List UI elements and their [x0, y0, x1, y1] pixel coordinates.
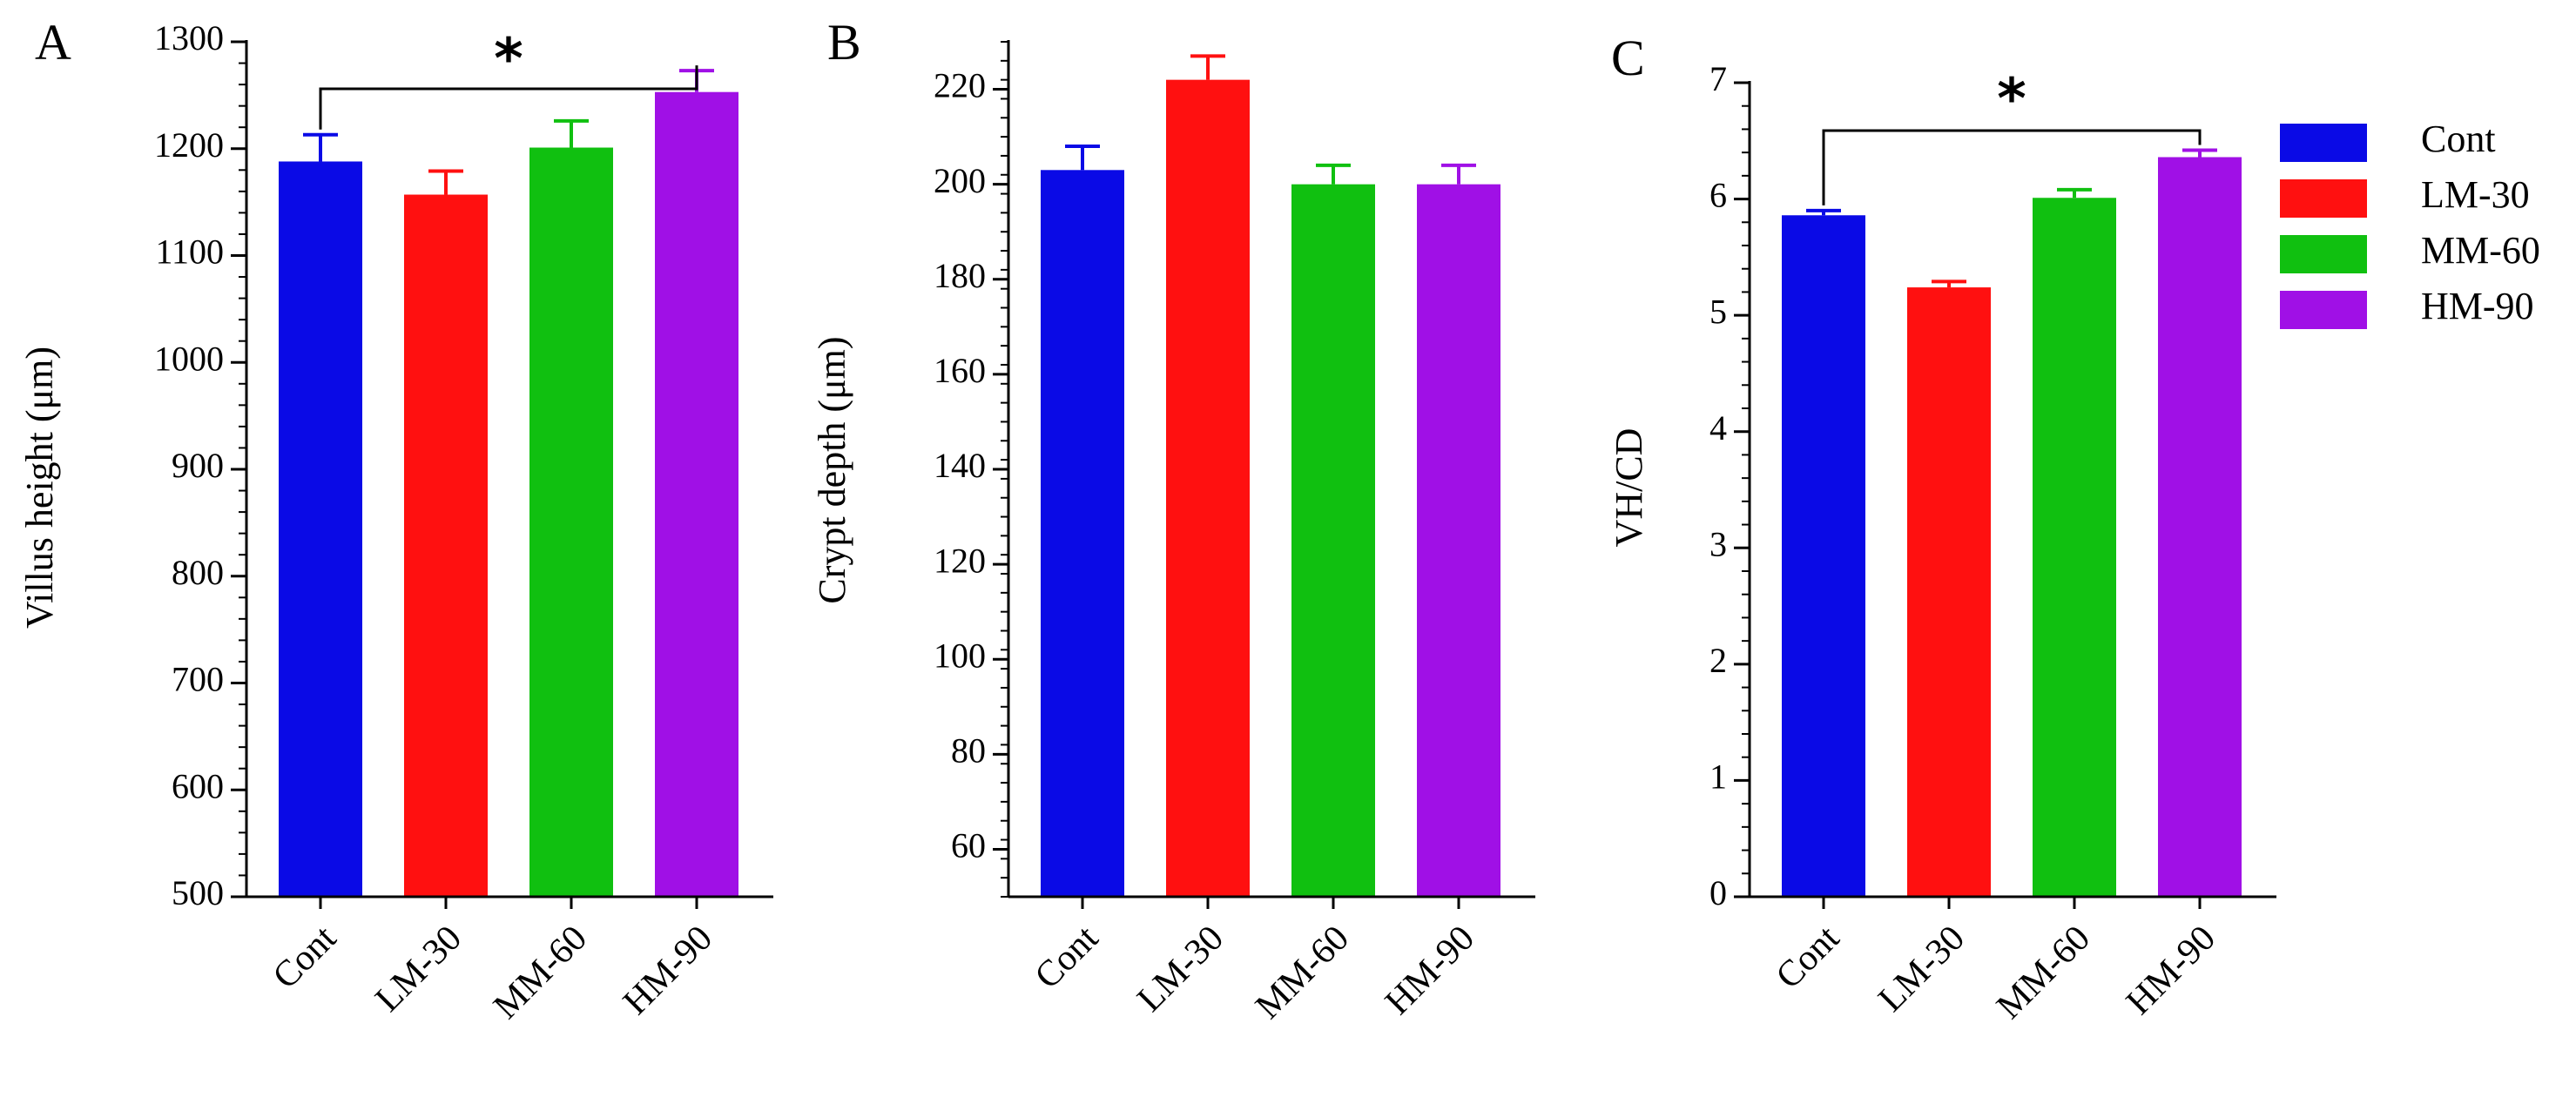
y-tick-label: 200	[934, 161, 986, 200]
y-tick-label: 4	[1709, 408, 1727, 448]
y-tick-label: 7	[1709, 59, 1727, 98]
legend-label: LM-30	[2421, 173, 2530, 216]
significance-bracket	[319, 65, 698, 130]
chart-panel-c: C VH/CD Cont LM-30 MM-60 HM-90 0 1 2 3 4 5 6 7 *	[1608, 30, 2276, 1026]
legend: Cont LM-30 MM-60 HM-90	[2280, 118, 2540, 329]
y-tick-label: 1	[1709, 757, 1727, 797]
y-tick-label: 160	[934, 351, 986, 390]
x-tick-label: HM-90	[2119, 919, 2223, 1023]
y-tick-label: 900	[172, 446, 224, 485]
legend-swatch-lm-30	[2280, 179, 2367, 218]
x-tick-label: HM-90	[1378, 919, 1482, 1023]
x-tick-label: LM-30	[1130, 919, 1231, 1020]
bar-cont	[1782, 215, 1865, 897]
y-tick-label: 700	[172, 660, 224, 699]
y-tick-label: 800	[172, 553, 224, 592]
x-tick-label: MM-60	[1248, 919, 1357, 1027]
panel-letter: B	[827, 14, 861, 71]
y-tick-label: 120	[934, 541, 986, 580]
legend-swatch-hm-90	[2280, 291, 2367, 329]
legend-label: HM-90	[2421, 285, 2534, 327]
y-tick-label: 600	[172, 766, 224, 805]
panel-letter: A	[35, 14, 71, 71]
y-tick-label: 500	[172, 873, 224, 912]
x-tick-label: MM-60	[486, 919, 595, 1027]
bar-lm-30	[404, 194, 488, 898]
y-axis-label: Villus height (μm)	[18, 347, 61, 629]
bar-lm-30	[1166, 79, 1250, 897]
y-tick-label: 180	[934, 256, 986, 295]
x-tick-label: Cont	[1769, 918, 1848, 997]
bar-cont	[279, 161, 362, 898]
legend-swatch-cont	[2280, 124, 2367, 162]
bar-mm-60	[1291, 184, 1375, 897]
y-tick-label: 60	[951, 826, 986, 865]
y-axis-label: Crypt depth (μm)	[811, 336, 853, 603]
y-tick-label: 6	[1709, 176, 1727, 215]
y-tick-label: 140	[934, 446, 986, 485]
x-tick-label: HM-90	[616, 919, 720, 1023]
y-tick-label: 100	[934, 636, 986, 675]
x-tick-label: LM-30	[1871, 919, 1972, 1020]
chart-panel-b: B Crypt depth (μm) Cont LM-30 MM-60 HM-90 60 80…	[811, 14, 1535, 1026]
bar-cont	[1041, 170, 1124, 898]
x-tick-label: MM-60	[1989, 919, 2098, 1027]
x-tick-label: LM-30	[368, 919, 469, 1020]
significance-bracket	[1822, 129, 2202, 205]
y-tick-label: 220	[934, 66, 986, 105]
bar-hm-90	[655, 91, 738, 897]
y-tick-label: 80	[951, 731, 986, 771]
chart-panel-a: A Villus height (μm) Cont LM-30 MM-60 HM-90 50…	[18, 14, 773, 1026]
bar-mm-60	[2033, 198, 2116, 897]
y-tick-label: 2	[1709, 641, 1727, 680]
legend-label: Cont	[2421, 118, 2496, 160]
x-tick-label: Cont	[266, 918, 345, 997]
legend-swatch-mm-60	[2280, 235, 2367, 273]
x-tick-label: Cont	[1028, 918, 1107, 997]
bar-mm-60	[529, 147, 613, 897]
y-tick-label: 1000	[154, 339, 224, 378]
significance-star: *	[1997, 68, 2026, 132]
panel-letter: C	[1611, 30, 1645, 86]
y-tick-label: 0	[1709, 873, 1727, 912]
bar-hm-90	[1417, 184, 1500, 897]
bar-lm-30	[1907, 287, 1991, 898]
y-tick-label: 3	[1709, 524, 1727, 563]
legend-label: MM-60	[2421, 229, 2540, 272]
bar-hm-90	[2158, 157, 2242, 897]
y-tick-label: 1100	[155, 232, 224, 272]
significance-star: *	[494, 28, 523, 92]
y-tick-label: 1200	[154, 125, 224, 165]
y-axis-label: VH/CD	[1608, 428, 1650, 548]
y-tick-label: 1300	[154, 18, 224, 57]
y-tick-label: 5	[1709, 292, 1727, 331]
